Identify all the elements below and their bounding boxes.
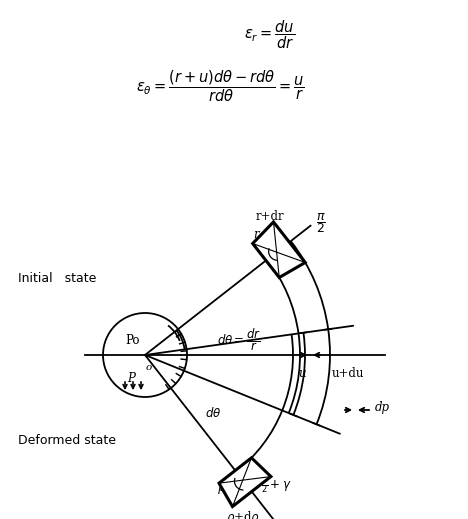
Text: $\rho$+d$\rho$: $\rho$+d$\rho$ [227,509,261,519]
Text: $\varepsilon_r = \dfrac{du}{dr}$: $\varepsilon_r = \dfrac{du}{dr}$ [244,18,295,50]
Text: $d\theta = \dfrac{dr}{r}$: $d\theta = \dfrac{dr}{r}$ [217,327,261,353]
Text: P: P [127,373,135,386]
Text: u+du: u+du [332,367,365,380]
Text: Deformed state: Deformed state [18,433,116,446]
Text: dp: dp [375,402,390,415]
Polygon shape [219,458,271,507]
Text: u: u [298,367,306,380]
Text: $\frac{\pi}{2}+\gamma$: $\frac{\pi}{2}+\gamma$ [262,476,292,496]
Text: o: o [146,363,152,373]
Text: $\varepsilon_\theta = \dfrac{(r+u)d\theta - rd\theta}{rd\theta} = \dfrac{u}{r}$: $\varepsilon_\theta = \dfrac{(r+u)d\thet… [136,68,304,104]
Text: dr: dr [285,252,297,261]
Text: $\rho$: $\rho$ [217,482,226,496]
Text: r+dr: r+dr [256,210,284,223]
Text: Initial   state: Initial state [18,271,96,284]
Polygon shape [253,222,305,278]
Text: $\dfrac{\pi}{2}$: $\dfrac{\pi}{2}$ [315,211,326,235]
Text: $d\theta$: $d\theta$ [205,406,221,420]
Text: r: r [253,228,258,241]
Text: Po: Po [126,335,140,348]
